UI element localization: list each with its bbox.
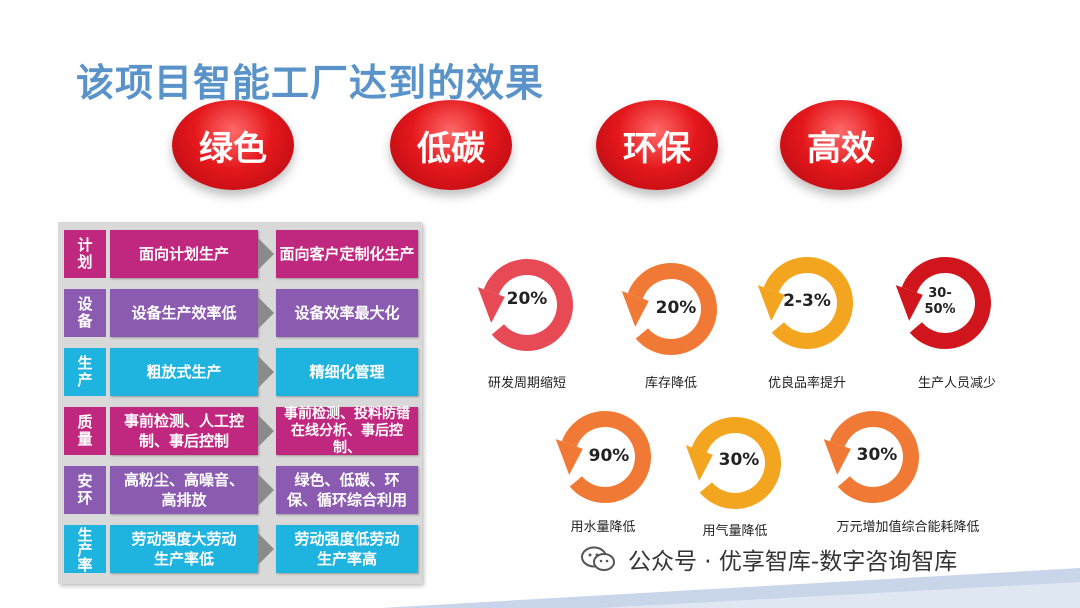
row-before: 高粉尘、高噪音、高排放 xyxy=(110,466,258,514)
circular-arrow-icon xyxy=(685,417,781,509)
wechat-icon xyxy=(580,546,616,572)
row-category: 计划 xyxy=(64,230,106,278)
row-before: 劳动强度大劳动生产率低 xyxy=(110,525,258,573)
row-after: 精细化管理 xyxy=(276,348,418,396)
row-before: 事前检测、人工控制、事后控制 xyxy=(110,407,258,455)
metric-value: 20% xyxy=(655,298,697,318)
row-before: 粗放式生产 xyxy=(110,348,258,396)
metric-ring xyxy=(616,254,726,368)
row-before: 设备生产效率低 xyxy=(110,289,258,337)
metric-label: 优良品率提升 xyxy=(767,376,846,391)
arrow-right-icon xyxy=(258,415,274,447)
circular-arrow-icon xyxy=(621,263,717,355)
watermark: 公众号 · 优享智库-数字咨询智库 xyxy=(580,542,957,576)
circular-arrow-icon xyxy=(895,257,991,349)
row-category: 质量 xyxy=(64,407,106,455)
metric-value: 30% xyxy=(718,450,760,470)
arrow-right-icon xyxy=(258,474,274,506)
arrow-right-icon xyxy=(258,356,274,388)
watermark-text: 公众号 · 优享智库-数字咨询智库 xyxy=(628,549,958,575)
banner-eco: 环保 xyxy=(596,100,718,190)
banner-low-carbon: 低碳 xyxy=(390,100,512,190)
circular-arrow-icon xyxy=(555,411,651,503)
table-row: 计划 面向计划生产 面向客户定制化生产 xyxy=(58,226,422,280)
banner-efficient: 高效 xyxy=(780,100,902,190)
arrow-right-icon xyxy=(258,238,274,270)
metric-ring xyxy=(818,402,928,516)
row-after: 事前检测、投料防错在线分析、事后控制、 xyxy=(276,406,418,456)
metric-label: 用气量降低 xyxy=(702,524,768,539)
row-after: 劳动强度低劳动生产率高 xyxy=(276,525,418,573)
metric-label: 生产人员减少 xyxy=(917,376,996,391)
table-row: 设备 设备生产效率低 设备效率最大化 xyxy=(58,285,422,339)
row-category: 生产 xyxy=(64,348,106,396)
row-after: 设备效率最大化 xyxy=(276,289,418,337)
row-category: 安环 xyxy=(64,466,106,514)
metric-ring xyxy=(890,248,1000,362)
circular-arrow-icon xyxy=(477,259,573,351)
metric-value: 20% xyxy=(506,289,548,309)
arrow-right-icon xyxy=(258,297,274,329)
table-row: 生产率 劳动强度大劳动生产率低 劳动强度低劳动生产率高 xyxy=(58,521,422,575)
metric-label: 研发周期缩短 xyxy=(487,376,566,391)
banner-green: 绿色 xyxy=(172,100,294,190)
row-category: 设备 xyxy=(64,289,106,337)
comparison-table: 计划 面向计划生产 面向客户定制化生产 设备 设备生产效率低 设备效率最大化 生… xyxy=(58,222,422,584)
metric-ring xyxy=(472,250,582,364)
metric-ring xyxy=(752,248,862,362)
table-row: 生产 粗放式生产 精细化管理 xyxy=(58,344,422,398)
circular-arrow-icon xyxy=(823,411,919,503)
row-after: 面向客户定制化生产 xyxy=(276,230,418,278)
metric-label: 库存降低 xyxy=(644,376,697,391)
row-before: 面向计划生产 xyxy=(110,230,258,278)
circular-arrow-icon xyxy=(757,257,853,349)
metric-value: 2-3% xyxy=(783,291,831,311)
row-category: 生产率 xyxy=(64,525,106,573)
metric-value: 30% xyxy=(856,445,898,465)
arrow-right-icon xyxy=(258,533,274,565)
table-row: 质量 事前检测、人工控制、事后控制 事前检测、投料防错在线分析、事后控制、 xyxy=(58,403,422,457)
table-row: 安环 高粉尘、高噪音、高排放 绿色、低碳、环保、循环综合利用 xyxy=(58,462,422,516)
page-title: 该项目智能工厂达到的效果 xyxy=(76,61,545,105)
row-after: 绿色、低碳、环保、循环综合利用 xyxy=(276,466,418,514)
metric-ring xyxy=(680,408,790,522)
metric-label: 用水量降低 xyxy=(570,520,636,535)
metric-value: 30-50% xyxy=(924,286,956,317)
metric-ring xyxy=(550,402,660,516)
metric-label: 万元增加值综合能耗降低 xyxy=(836,520,980,535)
metric-value: 90% xyxy=(588,446,630,466)
bottom-decoration xyxy=(380,568,1080,608)
